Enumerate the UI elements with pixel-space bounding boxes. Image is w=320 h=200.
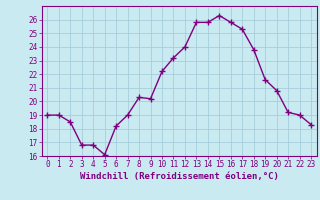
X-axis label: Windchill (Refroidissement éolien,°C): Windchill (Refroidissement éolien,°C) — [80, 172, 279, 181]
